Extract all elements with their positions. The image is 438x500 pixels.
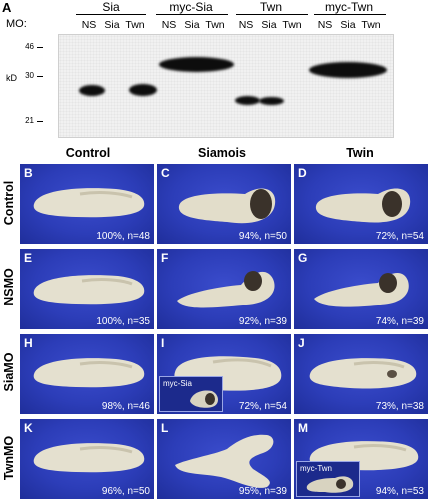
phenotype-stat: 74%, n=39: [375, 316, 424, 327]
blot-band: [259, 97, 284, 105]
panel-letter: M: [298, 421, 308, 435]
lane-label: Twn: [125, 19, 145, 31]
mw-tick: [37, 121, 43, 122]
embryo-panel-h: H 98%, n=46: [20, 334, 154, 414]
row-header-siamo: SiaMO: [2, 352, 16, 392]
embryo-image: [33, 275, 145, 305]
embryo-panel-b: B 100%, n=48: [20, 164, 154, 244]
mw-marker: 30: [25, 71, 34, 80]
mo-label: MO:: [6, 18, 27, 30]
column-header-siamois: Siamois: [198, 146, 246, 160]
phenotype-stat: 72%, n=54: [375, 231, 424, 242]
embryo-image: [33, 443, 145, 473]
panel-a-label: A: [2, 0, 12, 15]
embryo-panel-f: F 92%, n=39: [157, 249, 291, 329]
inset-embryo-image: [190, 390, 218, 408]
row-header-twnmo: TwnMO: [2, 435, 16, 481]
phenotype-stat: 98%, n=46: [101, 401, 150, 412]
embryo-panel-m: M myc-Twn 94%, n=53: [294, 419, 428, 499]
phenotype-stat: 94%, n=53: [375, 486, 424, 497]
inset-label: myc-Sia: [163, 379, 192, 388]
inset-panel: myc-Twn: [296, 461, 360, 497]
panel-letter: K: [24, 421, 33, 435]
embryo-panel-i: I myc-Sia 72%, n=54: [157, 334, 291, 414]
blot-band: [235, 96, 260, 105]
group-label-myc-twn: myc-Twn: [325, 0, 373, 14]
inset-panel: myc-Sia: [159, 376, 223, 412]
embryo-panel-j: J 73%, n=38: [294, 334, 428, 414]
lane-label: Twn: [205, 19, 225, 31]
lane-label: NS: [161, 19, 177, 31]
phenotype-stat: 100%, n=48: [96, 231, 150, 242]
embryo-panel-k: K 96%, n=50: [20, 419, 154, 499]
embryo-image: [315, 188, 411, 223]
phenotype-stat: 72%, n=54: [238, 401, 287, 412]
group-underline: [314, 14, 386, 15]
panel-letter: G: [298, 251, 308, 265]
panel-letter: E: [24, 251, 33, 265]
lane-label: Twn: [282, 19, 302, 31]
panel-letter: H: [24, 336, 33, 350]
lane-label: Sia: [261, 19, 277, 31]
mw-tick: [37, 47, 43, 48]
embryo-image: [314, 272, 409, 307]
inset-embryo-image: [306, 476, 354, 493]
lane-label: NS: [81, 19, 97, 31]
blot-band: [159, 57, 234, 72]
column-header-twin: Twin: [346, 146, 374, 160]
row-header-control: Control: [2, 180, 16, 226]
panel-letter: I: [161, 336, 165, 350]
lane-label: Sia: [184, 19, 200, 31]
group-label-myc-sia: myc-Sia: [169, 0, 213, 14]
group-label-sia: Sia: [102, 0, 120, 14]
lane-label: Sia: [104, 19, 120, 31]
panel-letter: D: [298, 166, 307, 180]
lane-label: NS: [238, 19, 254, 31]
lane-label: Sia: [340, 19, 356, 31]
mw-tick: [37, 76, 43, 77]
group-underline: [156, 14, 228, 15]
embryo-image: [33, 188, 145, 218]
embryo-image: [175, 434, 274, 488]
phenotype-stat: 94%, n=50: [238, 231, 287, 242]
panel-letter: C: [161, 166, 170, 180]
embryo-image: [33, 358, 145, 388]
group-label-twn: Twn: [259, 0, 282, 14]
embryo-panel-l: L 95%, n=39: [157, 419, 291, 499]
mw-marker: 21: [25, 116, 34, 125]
phenotype-stat: 95%, n=39: [238, 486, 287, 497]
phenotype-stat: 100%, n=35: [96, 316, 150, 327]
blot-band: [309, 62, 387, 78]
phenotype-stat: 96%, n=50: [101, 486, 150, 497]
embryo-image: [178, 188, 276, 224]
phenotype-stat: 73%, n=38: [375, 401, 424, 412]
lane-label: Twn: [361, 19, 381, 31]
embryo-image: [177, 271, 275, 308]
panel-letter: J: [298, 336, 305, 350]
western-blot-image: [58, 34, 394, 138]
lane-label: NS: [317, 19, 333, 31]
mw-marker: 46: [25, 42, 34, 51]
inset-label: myc-Twn: [300, 464, 332, 473]
embryo-panel-d: D 72%, n=54: [294, 164, 428, 244]
phenotype-stat: 92%, n=39: [238, 316, 287, 327]
column-header-control: Control: [65, 146, 111, 160]
embryo-panel-e: E 100%, n=35: [20, 249, 154, 329]
embryo-image: [309, 358, 417, 389]
embryo-panel-g: G 74%, n=39: [294, 249, 428, 329]
blot-band: [129, 84, 157, 96]
group-underline: [76, 14, 146, 15]
kd-axis-label: kD: [6, 73, 17, 83]
panel-letter: L: [161, 421, 169, 435]
panel-letter: B: [24, 166, 33, 180]
group-underline: [236, 14, 308, 15]
panel-letter: F: [161, 251, 169, 265]
embryo-panel-c: C 94%, n=50: [157, 164, 291, 244]
blot-band: [79, 85, 105, 96]
row-header-nsmo: NSMO: [2, 268, 16, 306]
